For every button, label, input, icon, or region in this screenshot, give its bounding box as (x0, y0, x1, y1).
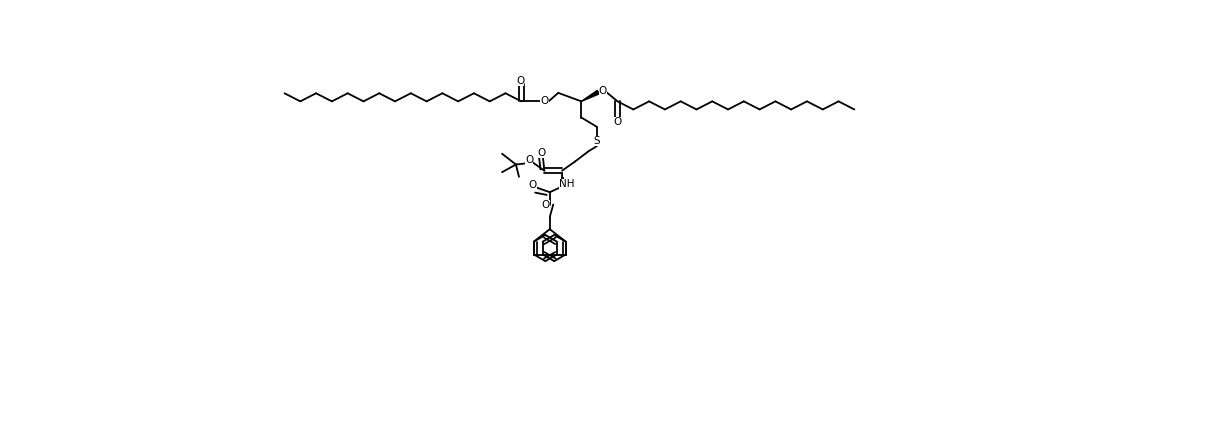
Text: O: O (542, 200, 550, 210)
Text: NH: NH (559, 179, 575, 189)
Text: O: O (540, 96, 549, 106)
Text: O: O (516, 76, 525, 86)
Text: O: O (599, 86, 608, 96)
Text: O: O (614, 117, 622, 127)
Text: O: O (525, 155, 533, 165)
Text: O: O (537, 148, 545, 158)
Polygon shape (582, 90, 599, 102)
Text: O: O (528, 180, 537, 190)
Text: S: S (593, 136, 600, 146)
